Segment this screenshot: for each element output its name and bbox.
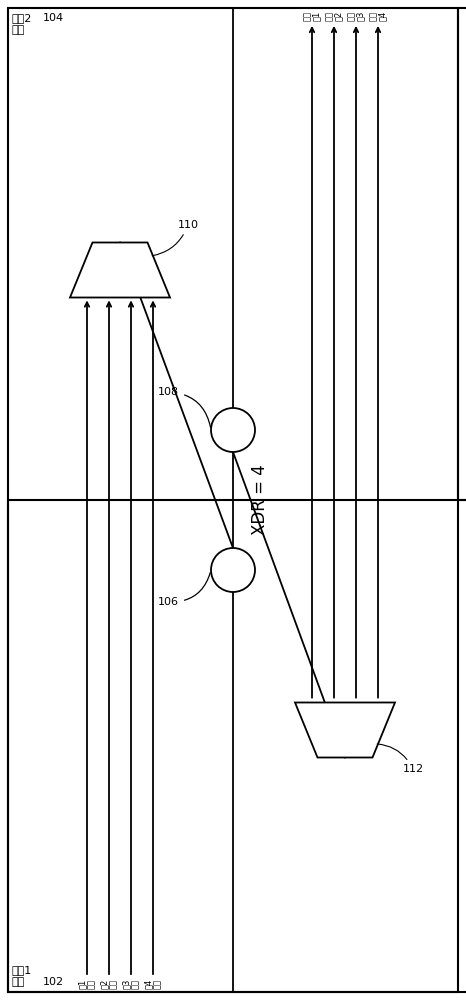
Text: 位1
信号: 位1 信号 (78, 979, 96, 989)
Text: 信号
位3: 信号 位3 (347, 11, 365, 21)
Text: 信号
位2: 信号 位2 (325, 11, 343, 21)
Bar (458, 8, 466, 500)
Text: 104: 104 (43, 13, 64, 23)
Circle shape (211, 408, 255, 452)
Text: 信号
位4: 信号 位4 (369, 11, 387, 21)
Text: 位3
信号: 位3 信号 (122, 979, 140, 989)
Text: XDR = 4: XDR = 4 (251, 465, 269, 535)
Text: 110: 110 (152, 220, 199, 256)
Text: 信号
位1: 信号 位1 (302, 11, 322, 21)
Text: 位2
信号: 位2 信号 (100, 979, 118, 989)
Circle shape (211, 548, 255, 592)
Text: 芯片1
结构: 芯片1 结构 (11, 965, 31, 987)
Polygon shape (70, 242, 170, 298)
Text: 位4
信号: 位4 信号 (144, 979, 162, 989)
Text: 112: 112 (377, 744, 424, 774)
Polygon shape (295, 702, 395, 758)
Text: 102: 102 (43, 977, 64, 987)
Text: 106: 106 (158, 573, 210, 607)
Bar (8, 500, 466, 992)
Text: 108: 108 (158, 387, 211, 427)
Text: 芯片2
结构: 芯片2 结构 (11, 13, 31, 35)
